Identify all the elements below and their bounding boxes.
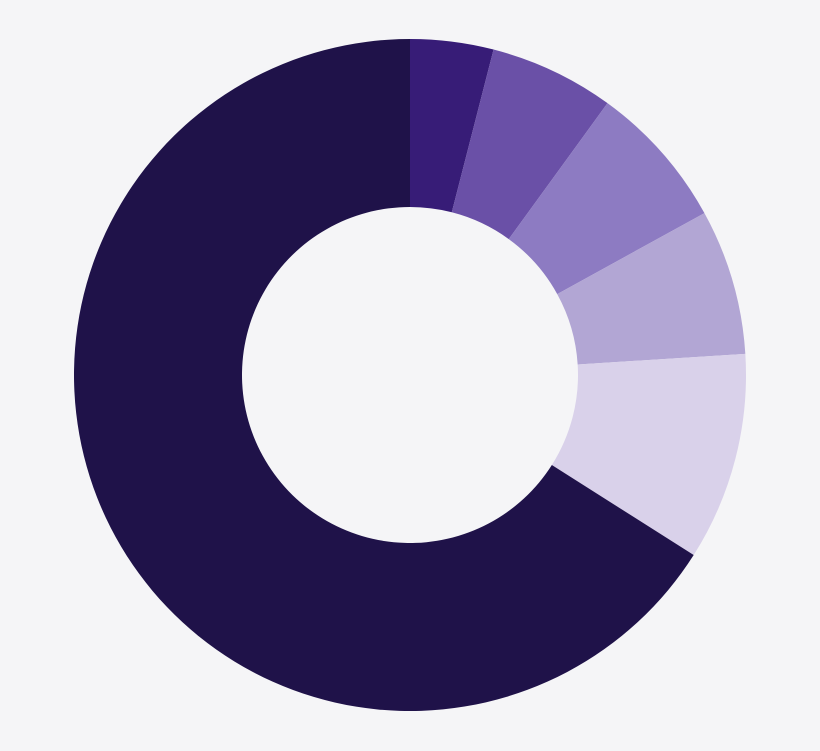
- donut-segment: [508, 103, 705, 295]
- donut-segment: [73, 39, 694, 711]
- donut-segment: [410, 39, 494, 213]
- donut-segment: [451, 49, 608, 240]
- donut-segment: [557, 213, 746, 365]
- donut-segment: [551, 353, 746, 556]
